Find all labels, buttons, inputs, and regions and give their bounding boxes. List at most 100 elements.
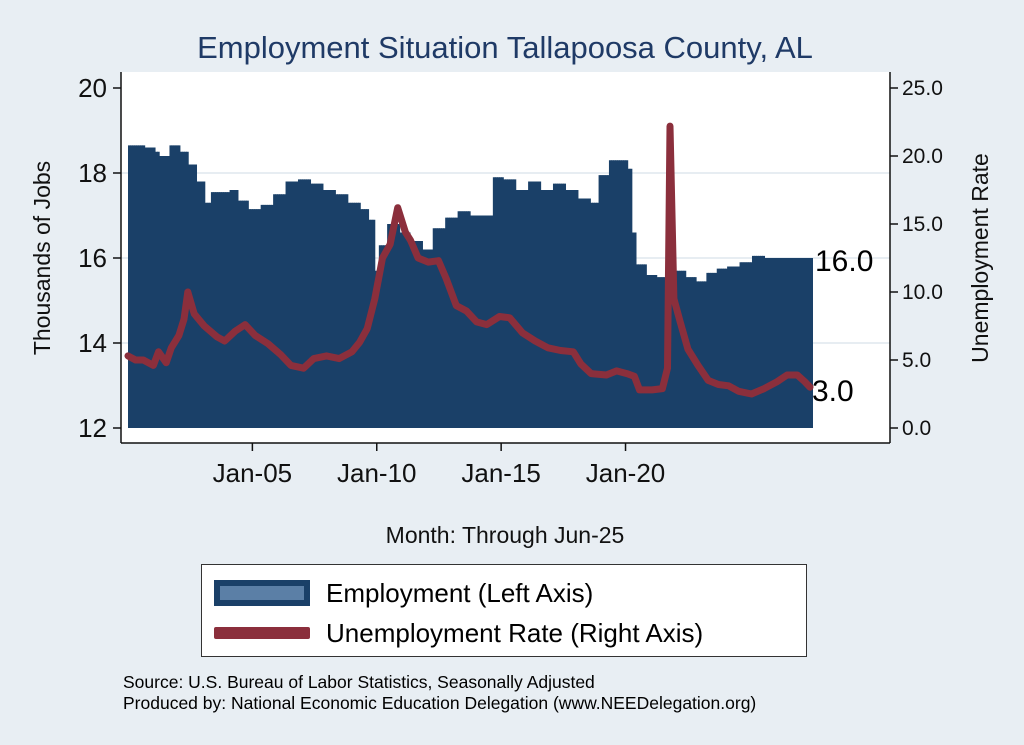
employment-bar bbox=[627, 168, 631, 428]
employment-bar bbox=[242, 200, 245, 428]
employment-bar bbox=[345, 194, 349, 428]
employment-bar bbox=[318, 183, 322, 428]
chart: Employment Situation Tallapoosa County, … bbox=[29, 30, 993, 548]
employment-bar bbox=[499, 177, 502, 428]
employment-bar bbox=[171, 145, 175, 428]
employment-bar bbox=[405, 232, 409, 428]
employment-bar bbox=[611, 160, 614, 428]
employment-bar bbox=[528, 181, 531, 428]
right-tick-label: 10.0 bbox=[902, 281, 943, 304]
employment-bar bbox=[146, 147, 150, 428]
employment-bar bbox=[671, 270, 674, 428]
employment-bar bbox=[675, 270, 678, 428]
legend-employment-label: Employment (Left Axis) bbox=[326, 577, 594, 608]
employment-bar bbox=[455, 217, 459, 428]
employment-bar bbox=[412, 241, 415, 428]
employment-bar bbox=[221, 192, 224, 428]
employment-bar bbox=[503, 179, 506, 428]
left-tick-label: 18 bbox=[78, 158, 107, 188]
employment-bar bbox=[571, 190, 575, 428]
employment-bar bbox=[581, 198, 585, 428]
employment-bar bbox=[159, 156, 162, 428]
employment-bar bbox=[708, 272, 712, 428]
legend-item-employment: Employment (Left Axis) bbox=[214, 573, 593, 613]
x-ticks: Jan-05 Jan-10 Jan-15 Jan-20 bbox=[213, 443, 665, 488]
employment-bar bbox=[441, 228, 444, 428]
employment-bar bbox=[706, 272, 710, 428]
employment-bar bbox=[557, 183, 560, 428]
employment-bar bbox=[577, 198, 581, 428]
employment-bar bbox=[598, 175, 602, 428]
employment-bar bbox=[297, 179, 301, 428]
employment-bar bbox=[629, 168, 633, 428]
employment-bar bbox=[608, 160, 612, 428]
employment-bar bbox=[621, 160, 625, 428]
employment-bar bbox=[130, 145, 133, 428]
employment-bar bbox=[501, 177, 504, 428]
employment-bar bbox=[432, 228, 436, 428]
employment-bar bbox=[737, 266, 741, 428]
employment-bar bbox=[656, 277, 660, 428]
employment-bar bbox=[279, 194, 283, 428]
employment-bar bbox=[407, 232, 411, 428]
employment-bar bbox=[532, 181, 535, 428]
employment-bar bbox=[592, 202, 596, 428]
employment-bar bbox=[492, 177, 496, 428]
employment-bar bbox=[586, 198, 589, 428]
employment-bar bbox=[426, 249, 430, 428]
employment-bar bbox=[494, 177, 498, 428]
employment-bar bbox=[134, 145, 137, 428]
employment-bar bbox=[136, 145, 139, 428]
employment-bar bbox=[271, 204, 274, 428]
employment-bar bbox=[314, 183, 318, 428]
employment-bar bbox=[573, 190, 577, 428]
employment-bar bbox=[376, 270, 380, 428]
employment-bar bbox=[725, 268, 728, 428]
employment-bar bbox=[710, 272, 714, 428]
employment-bar bbox=[463, 211, 467, 428]
employment-bar bbox=[733, 266, 736, 428]
employment-bar bbox=[751, 255, 755, 428]
employment-bar bbox=[254, 209, 258, 428]
employment-bar bbox=[579, 198, 583, 428]
employment-bar bbox=[264, 204, 268, 428]
employment-bar bbox=[731, 266, 734, 428]
employment-bar bbox=[648, 275, 652, 428]
employment-bar bbox=[403, 232, 407, 428]
employment-bar bbox=[677, 270, 681, 428]
unemployment-swatch bbox=[214, 627, 310, 639]
employment-bar bbox=[385, 245, 388, 428]
employment-bar bbox=[154, 151, 158, 428]
employment-bar bbox=[266, 204, 270, 428]
employment-bar bbox=[596, 202, 600, 428]
employment-bar bbox=[256, 209, 260, 428]
y-right-title: Unemployment Rate bbox=[967, 153, 993, 363]
employment-bar bbox=[347, 202, 351, 428]
employment-swatch bbox=[214, 580, 310, 606]
employment-bar bbox=[194, 164, 198, 428]
legend-unemployment-label: Unemployment Rate (Right Axis) bbox=[326, 617, 704, 648]
employment-bar bbox=[515, 190, 519, 428]
employment-bar bbox=[521, 190, 525, 428]
employment-bar bbox=[660, 277, 664, 428]
employment-bar bbox=[606, 175, 610, 428]
employment-bar bbox=[225, 192, 229, 428]
employment-bar bbox=[132, 145, 135, 428]
employment-bar bbox=[584, 198, 587, 428]
employment-bar bbox=[231, 190, 235, 428]
employment-bars bbox=[128, 145, 813, 428]
employment-bar bbox=[235, 190, 239, 428]
right-tick-label: 0.0 bbox=[902, 417, 931, 440]
employment-bar bbox=[637, 264, 641, 428]
employment-bar bbox=[679, 270, 683, 428]
right-tick-label: 15.0 bbox=[902, 213, 943, 236]
employment-bar bbox=[339, 194, 343, 428]
employment-bar bbox=[306, 179, 309, 428]
unemployment-end-label: 3.0 bbox=[812, 375, 854, 408]
employment-bar bbox=[165, 156, 168, 428]
employment-bar bbox=[696, 281, 699, 428]
employment-bar bbox=[283, 194, 287, 428]
employment-bar bbox=[623, 160, 627, 428]
employment-bar bbox=[177, 145, 181, 428]
employment-bar bbox=[275, 194, 278, 428]
